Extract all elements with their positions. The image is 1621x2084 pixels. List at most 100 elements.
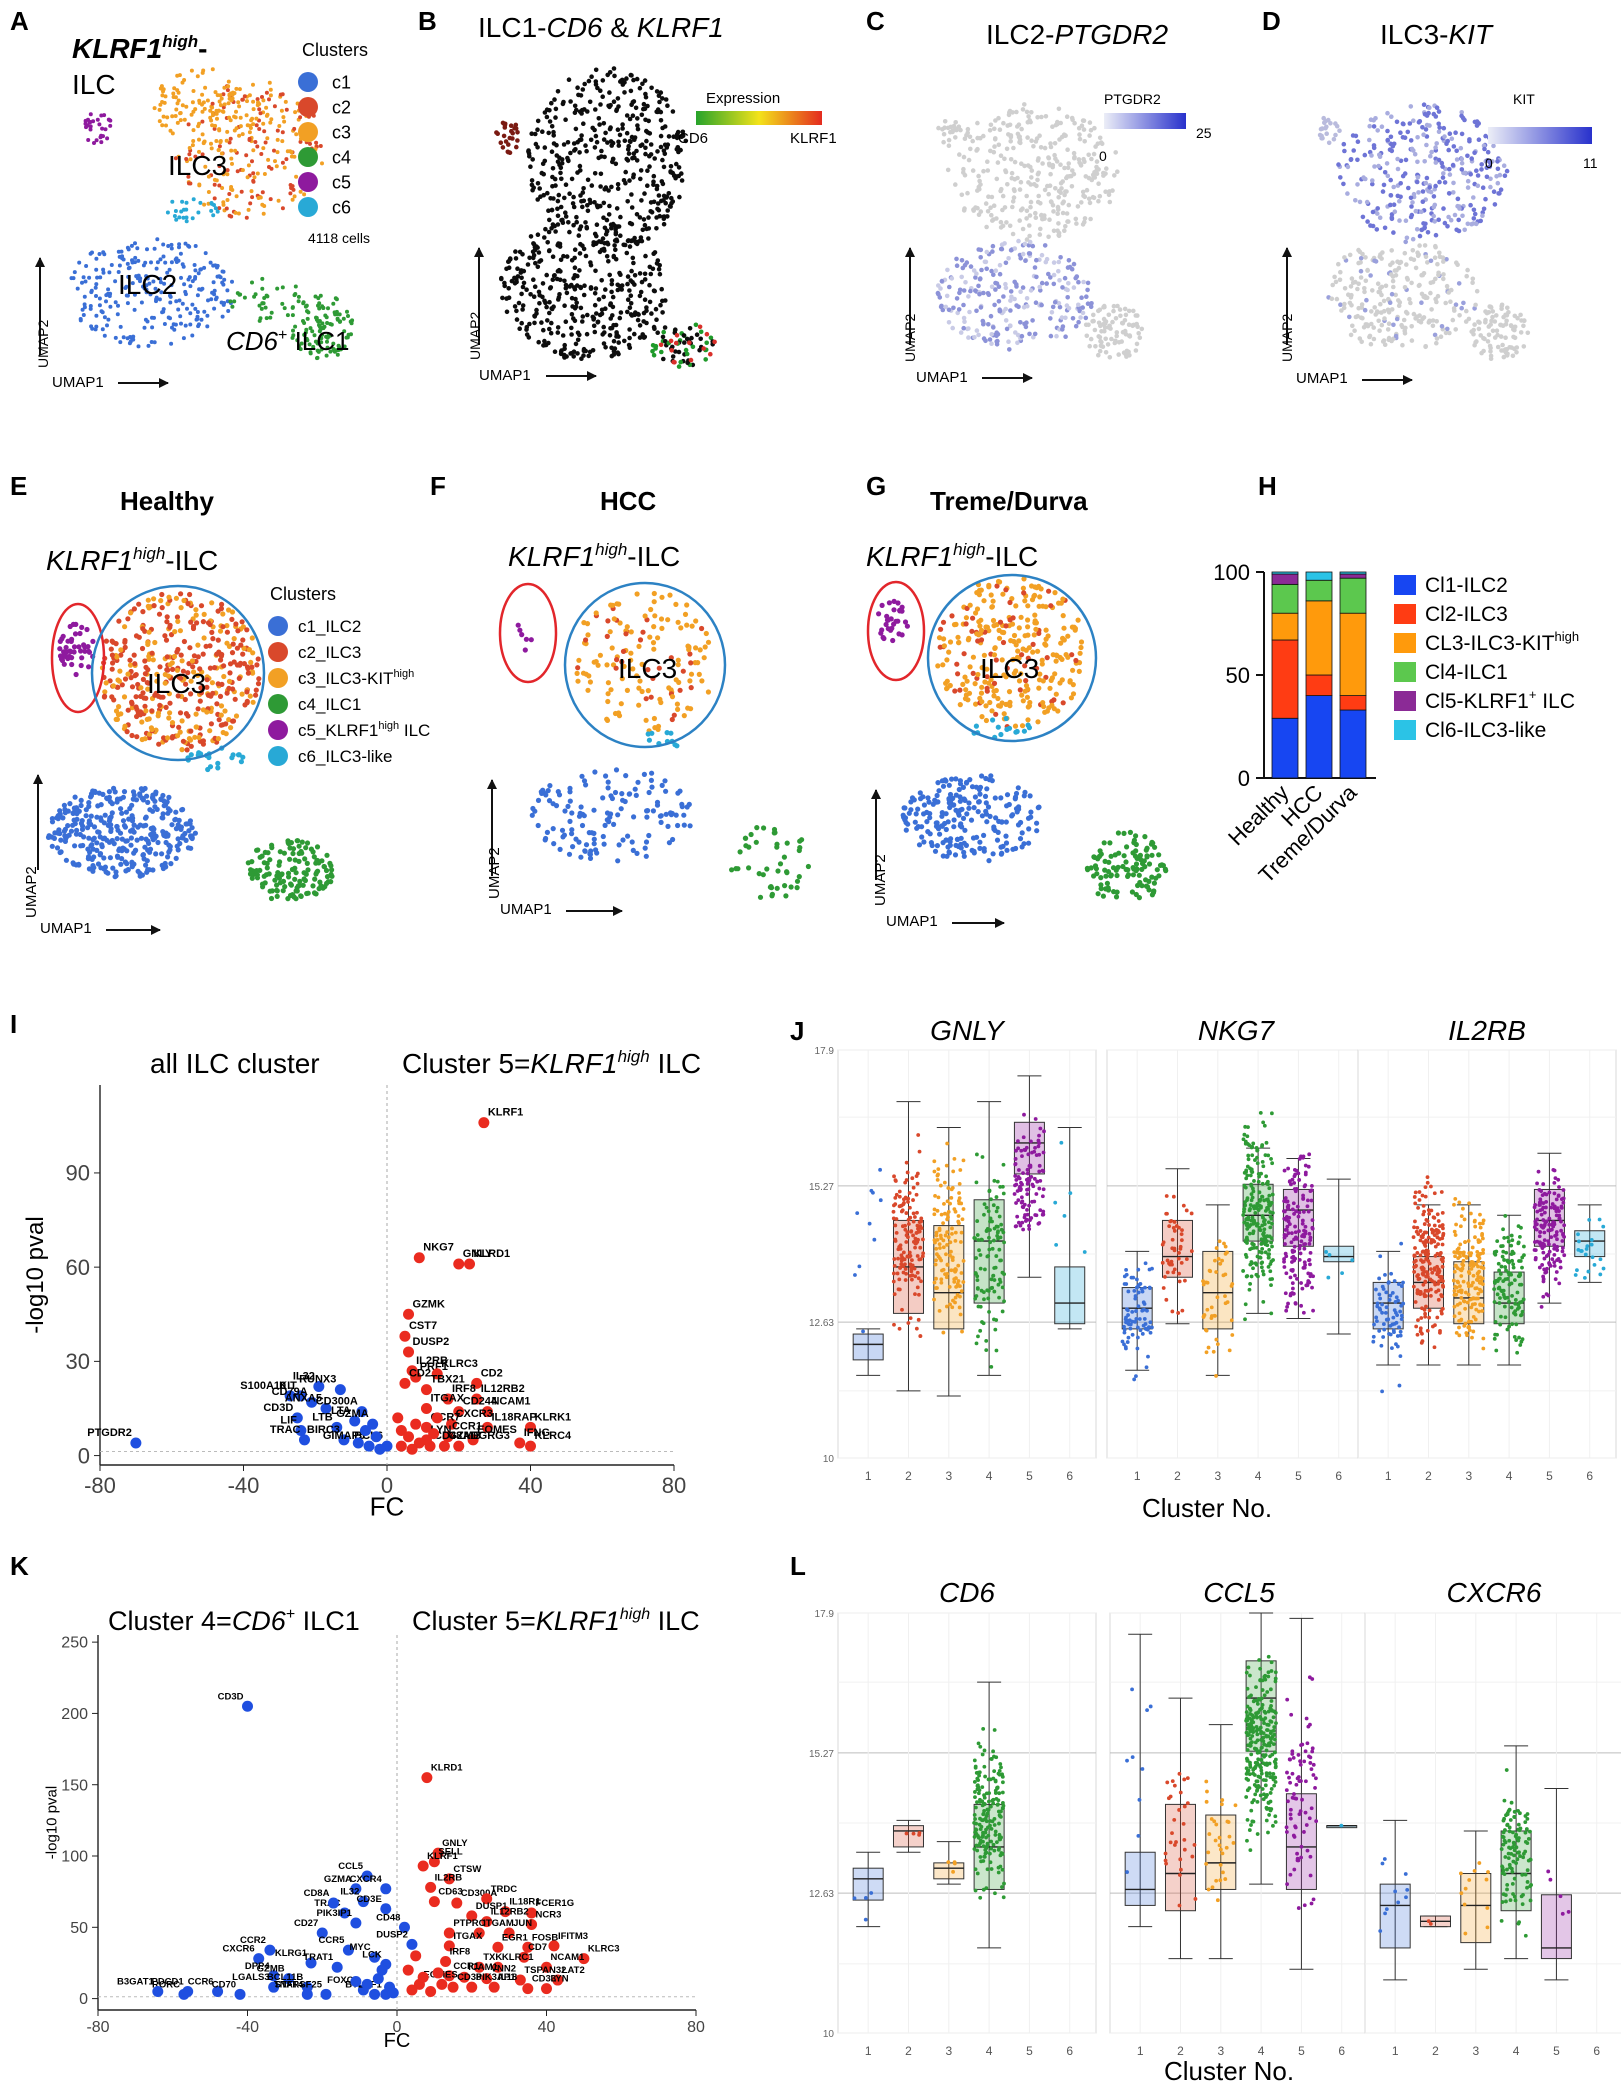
umap-point [605,240,610,246]
umap-point [79,818,85,824]
umap-point [1371,325,1376,330]
umap-point [949,776,955,782]
umap-point [754,825,760,831]
umap-point [97,252,102,256]
umap-point [170,114,175,119]
umap-point [335,352,340,357]
umap-point [1400,135,1406,140]
umap-point [639,112,645,118]
umap-point [1080,305,1085,310]
umap-point [610,602,616,608]
umap-point [591,807,597,813]
umap-point [155,260,160,265]
umap-point [286,874,292,880]
umap-point [238,115,243,120]
umap-point [229,148,234,153]
umap-point [974,271,979,277]
umap-point [1348,157,1354,163]
umap-point [157,119,162,124]
umap-point [1454,227,1459,233]
umap-point [1020,226,1026,232]
umap-point [1022,241,1028,247]
umap-point [102,113,107,118]
umap-point [577,251,583,256]
umap-point [1108,326,1113,331]
umap-point [177,245,181,250]
umap-point [203,251,208,256]
umap-point [261,121,266,126]
umap-point [1430,318,1436,323]
umap-point [273,159,277,164]
umap-point [319,347,324,352]
umap-point [81,313,86,317]
umap-point [158,598,164,604]
umap-point [217,99,222,104]
umap-point [1012,246,1018,251]
umap-point [586,673,592,679]
umap-point [212,288,217,293]
umap-point [1096,198,1101,204]
umap-point [230,188,235,192]
umap-point [946,649,952,655]
umap-point [569,810,575,816]
umap-point [264,316,269,321]
umap-point [1370,223,1376,229]
umap-point [1336,162,1341,167]
umap-point [647,131,653,136]
umap-point [557,155,562,160]
umap-point [244,215,249,220]
umap-point [949,276,955,281]
umap-point [659,594,665,600]
umap-point [1073,323,1079,329]
umap-point [665,103,670,108]
umap-point [346,314,350,318]
umap-point [965,130,970,136]
umap-point [638,168,644,173]
umap-point [992,302,997,308]
umap-point [957,702,963,708]
umap-point [144,290,149,295]
panel-a-title: KLRF1high- [72,32,207,64]
umap-point [79,624,85,631]
panel-letter-a: A [10,6,29,36]
umap-point [1017,687,1023,693]
umap-point [645,168,650,173]
umap-point [133,694,139,700]
umap-point [261,98,266,103]
umap-point [90,863,96,869]
umap-point [58,837,64,843]
umap-point [1487,160,1493,165]
umap-point [190,302,195,307]
umap-point [643,696,649,702]
umap-point [173,826,179,832]
umap-point [543,792,549,798]
umap-point [247,130,252,135]
umap-point [1371,336,1377,342]
umap-point [618,806,624,812]
umap-point [198,603,205,609]
umap-point [703,630,709,637]
umap-point [997,127,1003,132]
legend-right-b: KLRF1 [790,130,837,147]
umap-point [136,601,142,607]
umap-point [554,142,559,148]
umap-point [657,99,662,105]
umap-point [224,640,230,646]
umap-point [142,658,148,664]
umap-point [642,106,648,112]
umap-point [537,301,542,306]
umap-point [993,287,998,292]
umap-point [165,806,171,812]
umap-point [173,95,178,100]
umap-point [106,839,112,845]
umap-point [1028,164,1033,170]
umap-point [1330,282,1335,288]
umap-point [1053,658,1059,664]
umap-point [1115,169,1120,174]
umap-point [88,794,94,800]
umap-point [256,676,262,682]
umap-point [1061,625,1067,631]
umap-point [746,865,752,871]
umap-point [166,594,172,600]
umap-point [571,222,576,228]
